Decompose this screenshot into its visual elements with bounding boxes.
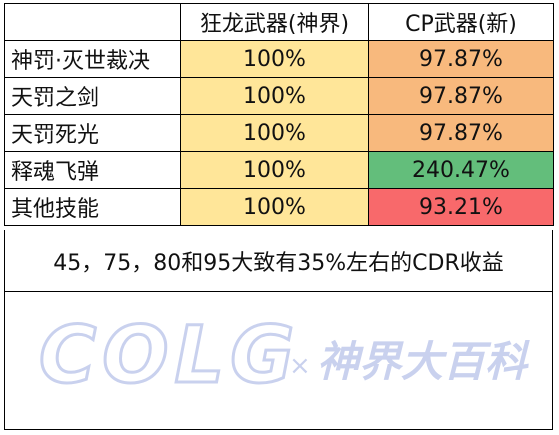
cdr-note: 45，75，80和95大致有35%左右的CDR收益 bbox=[4, 230, 553, 292]
watermark-separator: × bbox=[289, 351, 311, 381]
skill-name-cell: 释魂飞弹 bbox=[4, 151, 181, 189]
colg-watermark-logo: COLG × 神界大百科 bbox=[38, 310, 531, 400]
cp-value-cell: 97.87% bbox=[368, 40, 554, 78]
weapon-comparison-table: 狂龙武器(神界) CP武器(新) 神罚·灭世裁决 100% 97.87% 天罚之… bbox=[4, 3, 554, 226]
comparison-sheet: 狂龙武器(神界) CP武器(新) 神罚·灭世裁决 100% 97.87% 天罚之… bbox=[4, 3, 554, 431]
kuanglong-value-cell: 100% bbox=[180, 77, 369, 115]
cp-value-cell: 93.21% bbox=[368, 188, 554, 226]
table-row: 神罚·灭世裁决 100% 97.87% bbox=[4, 40, 554, 78]
kuanglong-value-cell: 100% bbox=[180, 151, 369, 189]
skill-name-cell: 天罚死光 bbox=[4, 114, 181, 152]
skill-name-cell: 天罚之剑 bbox=[4, 77, 181, 115]
table-row: 释魂飞弹 100% 240.47% bbox=[4, 151, 554, 189]
watermark-area: COLG × 神界大百科 bbox=[4, 292, 553, 430]
skill-name-cell: 神罚·灭世裁决 bbox=[4, 40, 181, 78]
watermark-logo-text: COLG bbox=[39, 311, 300, 400]
header-corner-cell bbox=[4, 3, 181, 41]
cp-value-cell: 97.87% bbox=[368, 77, 554, 115]
skill-name-cell: 其他技能 bbox=[4, 188, 181, 226]
header-kuanglong-weapon: 狂龙武器(神界) bbox=[180, 3, 369, 41]
header-cp-weapon: CP武器(新) bbox=[368, 3, 554, 41]
cdr-note-text: 45，75，80和95大致有35%左右的CDR收益 bbox=[53, 250, 504, 276]
cp-value-cell: 97.87% bbox=[368, 114, 554, 152]
table-header-row: 狂龙武器(神界) CP武器(新) bbox=[4, 3, 554, 41]
kuanglong-value-cell: 100% bbox=[180, 114, 369, 152]
kuanglong-value-cell: 100% bbox=[180, 188, 369, 226]
kuanglong-value-cell: 100% bbox=[180, 40, 369, 78]
table-row: 天罚之剑 100% 97.87% bbox=[4, 77, 554, 115]
cp-value-cell: 240.47% bbox=[368, 151, 554, 189]
table-row: 其他技能 100% 93.21% bbox=[4, 188, 554, 226]
watermark-subtitle: 神界大百科 bbox=[317, 337, 530, 386]
table-row: 天罚死光 100% 97.87% bbox=[4, 114, 554, 152]
